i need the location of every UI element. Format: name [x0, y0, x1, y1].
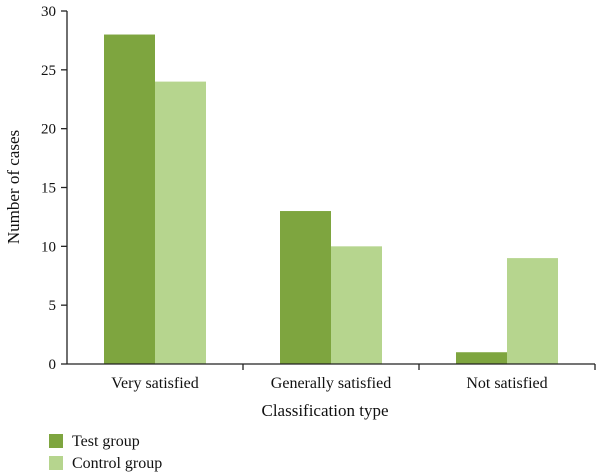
y-tick-label: 5 [49, 298, 57, 314]
legend: Test group Control group [49, 433, 162, 472]
legend-swatch-test [49, 434, 63, 448]
legend-label-control: Control group [72, 455, 162, 472]
bar-test-3 [456, 352, 507, 364]
bars-group [104, 34, 558, 365]
bar-test-2 [280, 211, 331, 364]
x-axis-title: Classification type [261, 401, 388, 420]
y-tick-label: 0 [49, 357, 57, 373]
x-ticks-group: Very satisfied Generally satisfied Not sat… [111, 364, 596, 392]
bar-control-1 [155, 81, 206, 364]
y-tick-label: 20 [41, 122, 56, 138]
y-ticks-group: 0 5 10 15 20 25 30 [41, 4, 67, 373]
bar-control-2 [331, 246, 382, 364]
x-category-label: Generally satisfied [271, 375, 391, 392]
y-tick-label: 25 [41, 63, 56, 79]
y-tick-label: 15 [41, 181, 56, 197]
bar-test-1 [104, 34, 155, 365]
bar-control-3 [507, 258, 558, 364]
legend-swatch-control [49, 456, 63, 470]
x-category-label: Very satisfied [111, 375, 199, 392]
x-category-label: Not satisfied [466, 375, 547, 392]
y-tick-label: 30 [41, 4, 56, 20]
legend-label-test: Test group [72, 433, 140, 450]
y-axis-title: Number of cases [4, 130, 23, 244]
y-tick-label: 10 [41, 239, 56, 255]
